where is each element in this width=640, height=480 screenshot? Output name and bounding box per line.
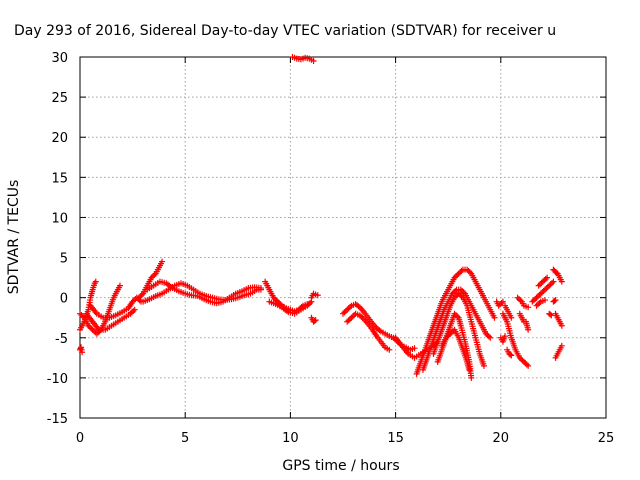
data-point [312, 317, 319, 324]
x-tick-label: 10 [282, 431, 299, 446]
y-tick-label: 15 [51, 171, 68, 186]
data-point [525, 326, 532, 333]
data-point [466, 366, 473, 373]
data-point [508, 352, 515, 359]
y-tick-label: 25 [51, 91, 68, 106]
data-point [159, 258, 166, 265]
data-point [386, 346, 393, 353]
plot-frame [79, 56, 607, 419]
y-tick-label: 5 [60, 252, 68, 267]
data-point [551, 297, 558, 304]
data-point [92, 278, 99, 285]
x-tick-label: 5 [181, 431, 189, 446]
data-point [550, 278, 557, 285]
data-point [541, 297, 548, 304]
y-tick-label: 10 [51, 211, 68, 226]
data-point [499, 298, 506, 305]
grid-lines [80, 57, 606, 418]
axis-ticks [79, 56, 607, 419]
y-tick-label: -15 [47, 412, 68, 427]
x-tick-label: 0 [76, 431, 84, 446]
data-point [116, 282, 123, 289]
data-point [480, 362, 487, 369]
y-tick-label: -10 [47, 372, 68, 387]
data-point [131, 306, 138, 313]
data-point [310, 58, 317, 65]
data-point [525, 304, 532, 311]
data-point [468, 374, 475, 381]
y-tick-labels: -15 -10 -5 0 5 10 15 20 25 30 [47, 51, 68, 427]
data-point [508, 314, 515, 321]
data-point [552, 297, 559, 304]
x-tick-label: 15 [387, 431, 404, 446]
y-tick-label: 30 [51, 51, 68, 66]
y-axis-label: SDTVAR / TECUs [6, 180, 22, 295]
x-axis-label: GPS time / hours [282, 458, 399, 474]
data-point [311, 317, 318, 324]
data-point [507, 351, 514, 358]
data-points [77, 54, 565, 381]
data-point [411, 345, 418, 352]
data-point [257, 285, 264, 292]
data-point [79, 349, 86, 356]
y-tick-label: 0 [60, 292, 68, 307]
chart-title: Day 293 of 2016, Sidereal Day-to-day VTE… [14, 23, 556, 39]
y-tick-label: -5 [55, 332, 68, 347]
data-point [491, 314, 498, 321]
data-point [558, 278, 565, 285]
data-point [525, 362, 532, 369]
data-point [502, 333, 509, 340]
data-point [487, 334, 494, 341]
x-tick-labels: 0 5 10 15 20 25 [76, 431, 614, 446]
data-point [547, 311, 554, 318]
x-tick-label: 20 [493, 431, 510, 446]
y-tick-label: 20 [51, 131, 68, 146]
data-point [544, 274, 551, 281]
x-tick-label: 25 [598, 431, 615, 446]
data-point [558, 322, 565, 329]
data-point [548, 312, 555, 319]
data-point [558, 342, 565, 349]
data-point [314, 292, 321, 299]
